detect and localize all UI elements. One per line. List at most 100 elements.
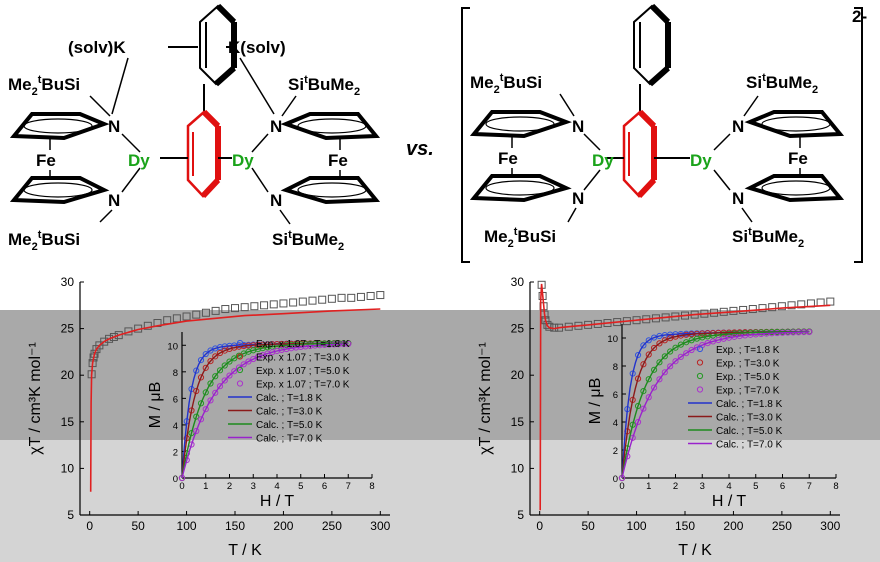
x-tick-label: 8 [369,481,374,492]
data-point-circle [661,369,668,376]
data-point-circle [216,367,224,374]
x-tick-label: 1 [203,481,208,492]
k-solv-left-label: (solv)K [68,38,126,57]
data-point-circle [207,397,214,404]
structure-left: (solv)K K(solv) Me2tBuSi Me2tBuSi SitBuM… [8,3,381,253]
x-tick-label: 5 [753,481,758,492]
data-point-circle [193,413,200,420]
silyl-bottom-left-label: Me2tBuSi [8,229,80,253]
legend-label: Exp. x 1.07 ; T=3.0 K [256,353,350,364]
data-point-circle [202,364,209,371]
legend-marker [696,345,704,353]
data-point-square [545,322,554,331]
x-tick-label: 250 [772,519,792,533]
data-point-square [777,302,786,311]
y-tick-label: 10 [61,461,75,475]
x-tick-label: 7 [807,481,812,492]
data-point-circle [634,418,642,426]
gray-band-light [0,440,880,562]
x-tick-label: 8 [833,481,838,492]
data-point-circle [231,368,238,375]
data-point-circle [645,376,652,383]
bracket-right [854,7,863,263]
n-atom-label: N [108,117,120,136]
legend-label: Calc. ; T=1.8 K [256,393,323,404]
versus-label: vs. [406,138,434,160]
data-point-circle [634,402,642,410]
calc-curve [539,283,831,511]
data-point-circle [667,363,674,370]
data-point-circle [193,367,200,374]
calc-curve [89,308,381,492]
data-point-circle [212,373,219,380]
dy-atom-label: Dy [690,151,712,170]
data-point-square [250,302,259,311]
data-point-square [318,295,327,304]
data-point-square [308,296,317,305]
charge-label: 2- [852,7,867,26]
x-tick-label: 150 [675,519,695,533]
x-tick-label: 5 [298,481,303,492]
y-tick-label: 10 [167,341,178,352]
n-atom-label: N [270,191,282,210]
data-point-circle [656,376,663,383]
data-point-circle [677,353,684,360]
data-point-circle [667,348,674,355]
data-point-square [739,305,748,314]
x-tick-label: 1 [646,481,651,492]
data-point-circle [634,351,642,359]
data-point-circle [640,388,647,395]
x-tick-label: 2 [673,481,678,492]
x-tick-label: 0 [536,519,543,533]
data-point-square [211,306,220,315]
data-point-circle [677,341,684,348]
legend-label: Calc. ; T=5.0 K [256,420,323,431]
legend-label: Exp. x 1.07 ; T=5.0 K [256,366,350,377]
k-solv-right-label: K(solv) [228,38,286,57]
x-tick-label: 4 [274,481,279,492]
y-tick-label: 0 [173,474,178,485]
data-point-circle [207,380,214,387]
y-tick-label: 4 [613,418,618,429]
y-axis-title: χT / cm³K mol⁻¹ [477,342,494,455]
fe-atom-label: Fe [328,151,348,170]
silyl-top-right-label: SitBuMe2 [746,72,818,96]
n-atom-label: N [572,117,584,136]
x-tick-label: 0 [179,481,184,492]
data-point-circle [645,394,652,401]
x-tick-label: 100 [177,519,197,533]
x-tick-label: 4 [726,481,731,492]
data-point-square [356,292,365,301]
x-tick-label: 200 [723,519,743,533]
y-axis-title: χT / cm³K mol⁻¹ [27,342,44,455]
data-point-circle [634,375,642,382]
data-point-circle [221,377,228,384]
n-atom-label: N [108,191,120,210]
cp-ring-bottom-right [744,174,845,203]
data-point-circle [202,406,209,413]
n-atom-label: N [732,189,744,208]
x-tick-label: 150 [225,519,245,533]
silyl-bottom-right-label: SitBuMe2 [732,226,804,250]
data-point-square [269,300,278,309]
data-point-circle [245,358,252,365]
data-point-circle [672,358,679,365]
data-point-square [748,305,757,314]
phenyl-ring-top-right [633,3,671,87]
legend-label: Exp. ; T=5.0 K [716,372,780,383]
chart-magnetization-inset-right: 0 1 2 3 4 5 6 7 8 0 2 4 6 8 10 H / T M / μB Exp. ; T=1.8 … [587,324,839,510]
y-tick-label: 0 [613,474,618,485]
x-tick-label: 3 [700,481,705,492]
y-tick-label: 6 [613,390,618,401]
fe-atom-label: Fe [36,151,56,170]
y-tick-label: 10 [511,461,525,475]
data-point-circle [193,427,200,435]
phenyl-ring-top-left [199,3,237,87]
data-point-circle [197,400,205,407]
legend-label: Exp. ; T=3.0 K [716,359,780,370]
data-point-square [100,337,109,346]
cp-ring-bottom-left [469,174,572,203]
x-tick-label: 2 [227,481,232,492]
